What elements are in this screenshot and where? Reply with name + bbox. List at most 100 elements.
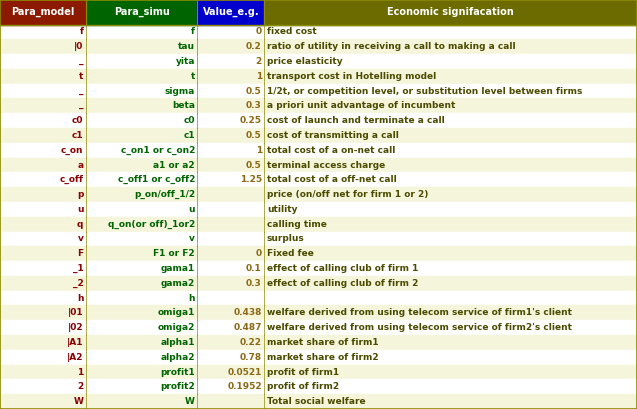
Text: 1: 1 [77,368,83,377]
Bar [0,0,86,25]
Text: 0.1: 0.1 [246,264,262,273]
Bar [0,261,637,276]
Text: calling time: calling time [267,220,327,229]
Text: |02: |02 [68,323,83,332]
Text: c_on1 or c_on2: c_on1 or c_on2 [120,146,195,155]
Bar [0,365,637,380]
Text: total cost of a on-net call: total cost of a on-net call [267,146,396,155]
Text: _1: _1 [73,264,83,273]
Text: v: v [78,234,83,243]
Text: a priori unit advantage of incumbent: a priori unit advantage of incumbent [267,101,455,110]
Bar [0,217,637,231]
Text: W: W [73,397,83,406]
Bar [0,84,637,99]
Text: 0.438: 0.438 [233,308,262,317]
Text: f: f [80,27,83,36]
Text: ratio of utility in receiving a call to making a call: ratio of utility in receiving a call to … [267,42,515,51]
Text: 1: 1 [255,146,262,155]
Bar [0,128,637,143]
Text: 0.3: 0.3 [246,101,262,110]
Bar [0,291,637,306]
Text: effect of calling club of firm 2: effect of calling club of firm 2 [267,279,419,288]
Text: q: q [77,220,83,229]
Bar [0,99,637,113]
Text: u: u [189,205,195,214]
Text: price (on/off net for firm 1 or 2): price (on/off net for firm 1 or 2) [267,190,428,199]
Text: transport cost in Hotelling model: transport cost in Hotelling model [267,72,436,81]
Bar [0,69,637,84]
Text: 1.25: 1.25 [240,175,262,184]
Text: 0.5: 0.5 [246,87,262,96]
Text: 1/2t, or competition level, or substitution level between firms: 1/2t, or competition level, or substitut… [267,87,582,96]
Text: fixed cost: fixed cost [267,27,317,36]
Text: Economic signifacation: Economic signifacation [387,7,514,17]
Bar [86,0,197,25]
Text: |01: |01 [68,308,83,317]
Bar [0,202,637,217]
Text: profit of firm2: profit of firm2 [267,382,339,391]
Text: |A2: |A2 [67,353,83,362]
Text: _: _ [79,87,83,96]
Text: a: a [77,160,83,169]
Bar [0,54,637,69]
Text: Value_e.g.: Value_e.g. [203,7,259,18]
Text: gama2: gama2 [161,279,195,288]
Bar [0,380,637,394]
Text: total cost of a off-net call: total cost of a off-net call [267,175,397,184]
Text: profit of firm1: profit of firm1 [267,368,339,377]
Text: profit2: profit2 [160,382,195,391]
Text: terminal access charge: terminal access charge [267,160,385,169]
Text: 0: 0 [255,249,262,258]
Bar [0,187,637,202]
Text: t: t [190,72,195,81]
Text: omiga2: omiga2 [157,323,195,332]
Bar [0,306,637,320]
Text: 0.78: 0.78 [240,353,262,362]
Text: W: W [185,397,195,406]
Text: v: v [189,234,195,243]
Text: beta: beta [172,101,195,110]
Text: Total social welfare: Total social welfare [267,397,366,406]
Text: q_on(or off)_1or2: q_on(or off)_1or2 [108,220,195,229]
Text: c_on: c_on [61,146,83,155]
Text: |A1: |A1 [67,338,83,347]
Bar [0,320,637,335]
Text: |0: |0 [74,42,83,51]
Text: 0.5: 0.5 [246,160,262,169]
Text: 0.1952: 0.1952 [227,382,262,391]
Text: 0.487: 0.487 [233,323,262,332]
Text: h: h [77,294,83,303]
Bar [0,276,637,291]
Text: 0.3: 0.3 [246,279,262,288]
Text: h: h [189,294,195,303]
Text: u: u [77,205,83,214]
Text: 0.5: 0.5 [246,131,262,140]
Text: p: p [77,190,83,199]
Text: 2: 2 [77,382,83,391]
Bar [0,39,637,54]
Text: tau: tau [178,42,195,51]
Text: Para_simu: Para_simu [114,7,169,18]
Text: 1: 1 [255,72,262,81]
Text: market share of firm1: market share of firm1 [267,338,378,347]
Text: welfare derived from using telecom service of firm2's client: welfare derived from using telecom servi… [267,323,572,332]
Text: 0.2: 0.2 [246,42,262,51]
Text: F1 or F2: F1 or F2 [154,249,195,258]
Text: t: t [79,72,83,81]
Text: _: _ [79,57,83,66]
Bar [0,157,637,173]
Bar [0,113,637,128]
Bar [0,394,637,409]
Text: surplus: surplus [267,234,304,243]
Text: p_on/off_1/2: p_on/off_1/2 [134,190,195,199]
Bar [0,335,637,350]
Text: 0: 0 [255,27,262,36]
Text: c1: c1 [183,131,195,140]
Bar [0,246,637,261]
Text: _2: _2 [73,279,83,288]
Text: c_off1 or c_off2: c_off1 or c_off2 [118,175,195,184]
Text: cost of launch and terminate a call: cost of launch and terminate a call [267,116,445,125]
Text: omiga1: omiga1 [157,308,195,317]
Text: cost of transmitting a call: cost of transmitting a call [267,131,399,140]
Text: alpha2: alpha2 [161,353,195,362]
